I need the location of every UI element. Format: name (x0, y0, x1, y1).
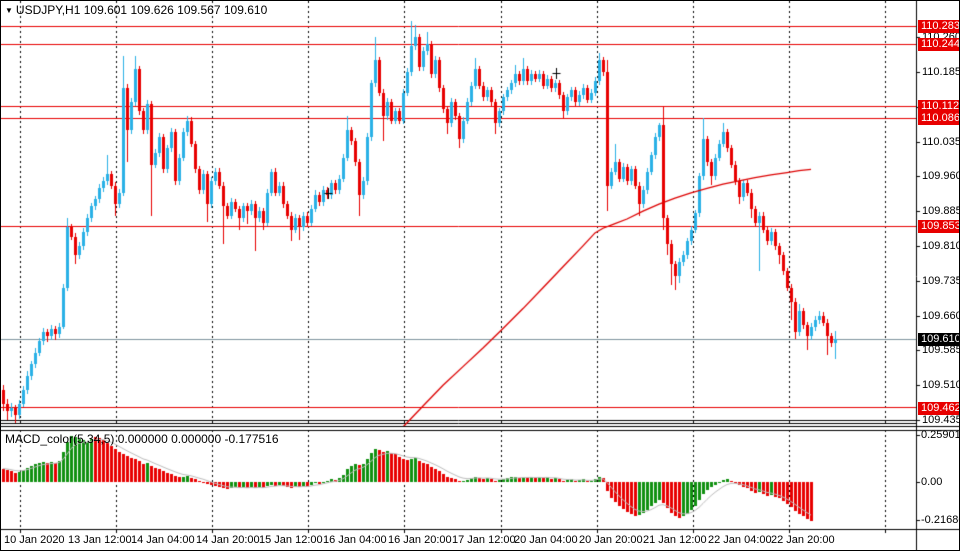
time-axis-label: 15 Jan 12:00 (259, 534, 323, 546)
time-axis-label: 10 Jan 2020 (4, 534, 65, 546)
time-axis-label: 22 Jan 04:00 (708, 534, 772, 546)
time-axis-label: 20 Jan 20:00 (579, 534, 643, 546)
price-tick-label: 109.885 (922, 205, 960, 217)
time-axis-label: 13 Jan 12:00 (68, 534, 132, 546)
price-tick-label: 109.735 (922, 275, 960, 287)
time-axis-label: 22 Jan 20:00 (771, 534, 835, 546)
level-price-badge: 109.462 (918, 402, 959, 415)
time-axis-label: 14 Jan 20:00 (196, 534, 260, 546)
price-tick-label: 109.810 (922, 240, 960, 252)
level-price-badge: 110.283 (918, 20, 959, 33)
price-tick-label: 110.185 (922, 66, 960, 78)
level-price-badge: 110.086 (918, 112, 959, 125)
indicator-label: MACD_color(5,34,5) 0.000000 0.000000 -0.… (5, 432, 279, 446)
level-price-badge: 110.244 (918, 38, 959, 51)
macd-scale-label: -0.216867 (921, 514, 959, 526)
price-tick-label: 109.510 (922, 379, 960, 391)
macd-scale-label: 0.259017 (921, 429, 959, 441)
time-axis-label: 16 Jan 20:00 (388, 534, 452, 546)
time-axis-label: 14 Jan 04:00 (131, 534, 195, 546)
time-axis-label: 21 Jan 12:00 (643, 534, 707, 546)
symbol-dropdown-icon[interactable]: ▼ (5, 6, 13, 15)
symbol-ohlc-text: USDJPY,H1 109.601 109.626 109.567 109.61… (15, 3, 268, 17)
time-axis-label: 17 Jan 12:00 (452, 534, 516, 546)
level-price-badge: 110.112 (918, 100, 959, 113)
price-tick-label: 109.960 (922, 170, 960, 182)
level-price-badge: 109.853 (918, 220, 959, 233)
price-tick-label: 109.585 (922, 344, 960, 356)
price-tick-label: 109.660 (922, 310, 960, 322)
time-axis-label: 20 Jan 04:00 (514, 534, 578, 546)
macd-scale-label: 0.00 (921, 476, 943, 488)
price-tick-label: 109.435 (922, 414, 960, 426)
price-tick-label: 110.035 (922, 136, 960, 148)
time-axis-label: 16 Jan 04:00 (323, 534, 387, 546)
symbol-title: ▼ USDJPY,H1 109.601 109.626 109.567 109.6… (5, 3, 267, 17)
current-price-badge: 109.610 (918, 333, 959, 346)
